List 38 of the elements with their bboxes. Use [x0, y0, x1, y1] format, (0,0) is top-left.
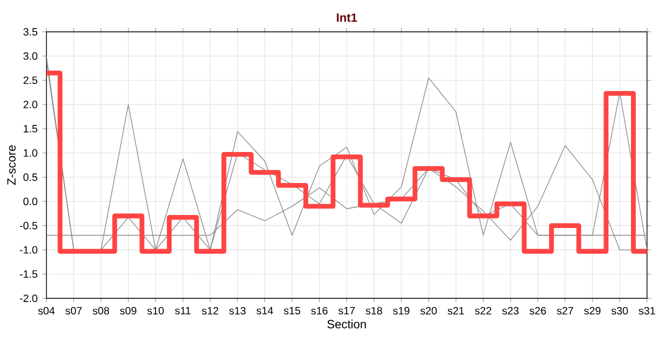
x-tick-label: s18 [366, 306, 382, 314]
x-tick-label: s31 [638, 306, 656, 314]
x-tick-label: s29 [584, 306, 600, 314]
y-tick-label: 1.0 [24, 149, 38, 157]
x-tick-label: s08 [92, 306, 110, 314]
y-tick-label: -2.0 [20, 294, 38, 302]
x-tick-label: s14 [256, 306, 274, 314]
y-tick-label: 2.0 [24, 100, 38, 108]
x-tick-label: s09 [120, 306, 136, 314]
x-tick-label: s30 [611, 306, 628, 314]
x-tick-label: s27 [556, 306, 574, 314]
x-tick-label: s22 [474, 306, 492, 314]
y-tick-label: 0.5 [23, 173, 38, 181]
y-tick-label: 3.0 [23, 52, 38, 60]
x-tick-label: s04 [38, 306, 55, 314]
y-tick-label: 3.5 [23, 28, 38, 36]
x-tick-label: s11 [175, 306, 191, 314]
x-tick-label: s13 [229, 306, 246, 314]
x-tick-label: s16 [311, 306, 328, 314]
y-tick-label: 0.0 [23, 198, 38, 206]
chart-title: Int1 [336, 14, 357, 22]
y-tick-label: -0.5 [20, 222, 38, 230]
x-tick-label: s07 [65, 306, 82, 314]
x-tick-label: s26 [530, 306, 546, 314]
x-tick-label: s10 [147, 306, 164, 314]
y-tick-label: 1.5 [24, 125, 38, 132]
x-tick-label: s17 [338, 306, 355, 314]
x-tick-label: s20 [420, 306, 437, 314]
y-tick-label: -1.5 [20, 270, 38, 278]
x-tick-label: s23 [502, 306, 519, 314]
x-tick-label: s12 [202, 306, 218, 314]
x-axis-title: Section [327, 320, 366, 328]
x-tick-label: s15 [284, 306, 300, 314]
y-axis-title: Z-score [7, 145, 16, 185]
x-tick-label: s21 [448, 306, 464, 314]
y-tick-label: -1.0 [20, 246, 38, 254]
x-tick-label: s19 [393, 306, 410, 314]
y-tick-label: 2.5 [24, 76, 38, 84]
